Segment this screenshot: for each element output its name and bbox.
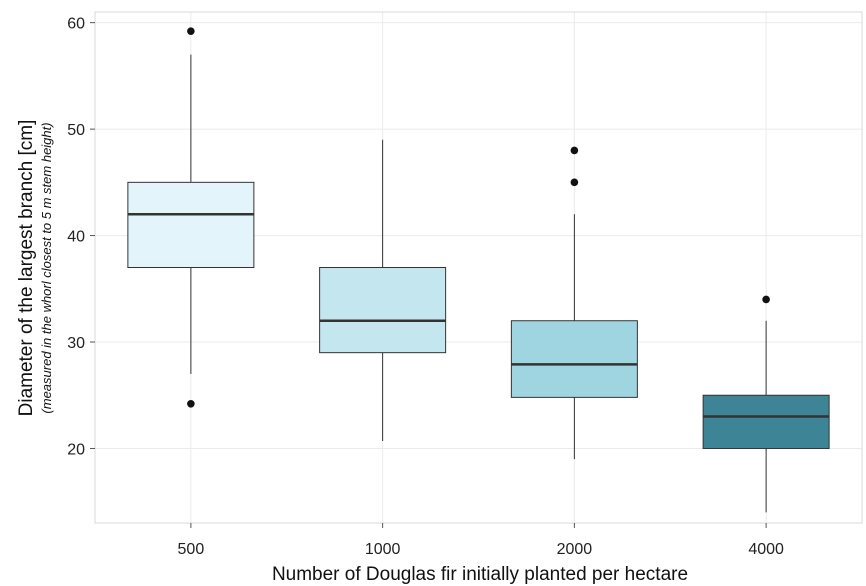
y-axis-label: Diameter of the largest branch [cm] xyxy=(16,120,37,417)
y-axis-sublabel: (measured in the whorl closest to 5 m st… xyxy=(39,122,54,413)
x-axis-label: Number of Douglas fir initially planted … xyxy=(272,564,688,585)
box-iqr xyxy=(510,320,638,398)
outlier-point xyxy=(187,399,195,408)
y-tick-label: 20 xyxy=(67,441,85,458)
box-1000 xyxy=(319,139,447,442)
box-4000 xyxy=(702,295,830,513)
box-iqr xyxy=(702,394,830,449)
boxes xyxy=(127,27,830,513)
box-500 xyxy=(127,27,255,408)
x-axis-ticks: 500 1000 2000 4000 xyxy=(178,523,784,558)
x-tick-label: 4000 xyxy=(748,541,784,558)
y-axis-ticks: 20 30 40 50 60 xyxy=(67,16,95,458)
y-tick-label: 50 xyxy=(67,122,85,139)
outlier-point xyxy=(762,295,770,304)
box-iqr xyxy=(319,267,447,354)
box-iqr xyxy=(127,181,255,268)
outlier-point xyxy=(570,178,579,187)
x-tick-label: 500 xyxy=(178,541,205,558)
box-2000 xyxy=(510,146,638,460)
outlier-point xyxy=(187,27,195,35)
y-tick-label: 40 xyxy=(67,229,85,246)
outlier-point xyxy=(570,146,579,155)
x-tick-label: 1000 xyxy=(365,541,401,558)
y-tick-label: 60 xyxy=(67,16,85,33)
plot-panel xyxy=(94,11,863,524)
x-tick-label: 2000 xyxy=(557,541,593,558)
y-tick-label: 30 xyxy=(67,335,85,352)
